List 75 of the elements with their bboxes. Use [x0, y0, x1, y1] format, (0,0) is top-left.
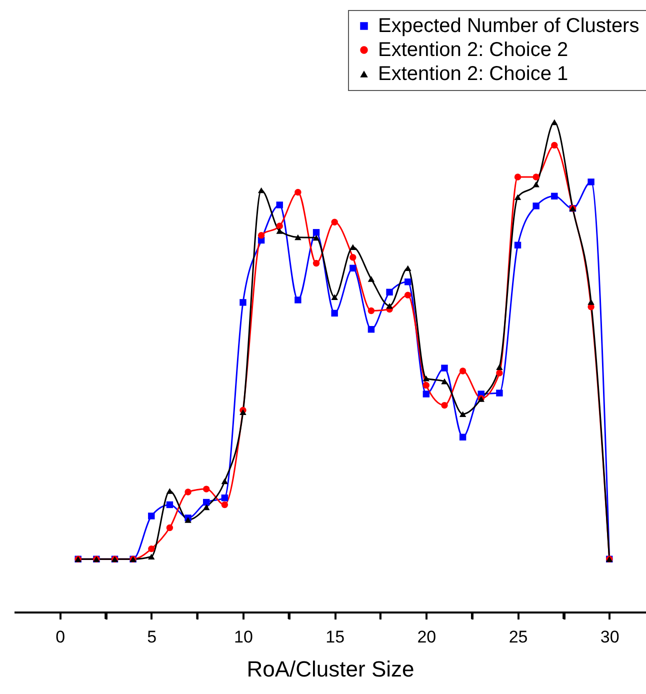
point — [459, 434, 466, 440]
point — [514, 174, 522, 180]
point — [422, 375, 430, 382]
point — [166, 488, 174, 494]
point — [294, 234, 302, 240]
point — [532, 181, 540, 188]
point — [350, 244, 356, 250]
point — [312, 229, 320, 236]
x-tick-label: 15 — [326, 628, 345, 646]
point — [240, 409, 246, 416]
point — [441, 378, 448, 384]
point — [166, 501, 174, 508]
point — [350, 254, 356, 261]
point — [221, 501, 228, 508]
point — [459, 368, 466, 374]
point — [258, 187, 265, 194]
point — [368, 276, 375, 282]
point — [350, 264, 356, 272]
point — [441, 364, 448, 372]
point — [551, 192, 558, 200]
point — [148, 554, 155, 560]
point — [496, 390, 503, 396]
point — [551, 119, 558, 126]
point — [459, 411, 466, 418]
point — [276, 202, 283, 208]
point — [404, 265, 412, 272]
point — [588, 178, 594, 186]
legend-label: Expected Number of Clusters — [378, 15, 640, 37]
point — [294, 188, 302, 196]
x-axis-title: RoA/Cluster Size — [246, 656, 414, 682]
x-tick-label: 25 — [508, 628, 528, 646]
point — [368, 307, 375, 314]
point — [202, 504, 210, 510]
point — [496, 370, 503, 376]
point — [240, 299, 246, 306]
point — [184, 517, 192, 523]
point — [221, 478, 228, 484]
point — [202, 498, 210, 506]
point — [514, 242, 522, 248]
point — [422, 382, 430, 389]
point — [588, 299, 594, 305]
point — [422, 390, 430, 398]
point — [404, 292, 412, 298]
x-tick-label: 20 — [417, 628, 436, 646]
x-tick-label: 5 — [147, 628, 157, 646]
point — [258, 232, 265, 239]
point — [532, 174, 540, 180]
point — [148, 512, 155, 520]
point — [294, 296, 302, 304]
point — [166, 524, 174, 532]
point — [514, 194, 522, 200]
x-tick-label: 10 — [234, 628, 253, 646]
point — [276, 228, 283, 234]
point — [276, 222, 283, 230]
point — [386, 302, 393, 309]
point — [331, 218, 338, 226]
legend-label: Extention 2: Choice 2 — [378, 39, 568, 61]
point — [441, 402, 448, 409]
x-tick-label: 30 — [600, 628, 620, 646]
legend-label: Extention 2: Choice 1 — [378, 63, 568, 85]
point — [404, 278, 412, 286]
point — [496, 364, 503, 370]
point — [312, 260, 320, 267]
point — [202, 486, 210, 492]
point — [331, 310, 338, 317]
point — [148, 545, 155, 552]
point — [368, 326, 375, 333]
x-tick-label: 0 — [56, 628, 66, 646]
point — [184, 488, 192, 496]
point — [221, 494, 228, 502]
point — [386, 288, 393, 296]
point — [331, 294, 338, 300]
point — [312, 234, 320, 241]
point — [551, 142, 558, 149]
point — [532, 202, 540, 210]
